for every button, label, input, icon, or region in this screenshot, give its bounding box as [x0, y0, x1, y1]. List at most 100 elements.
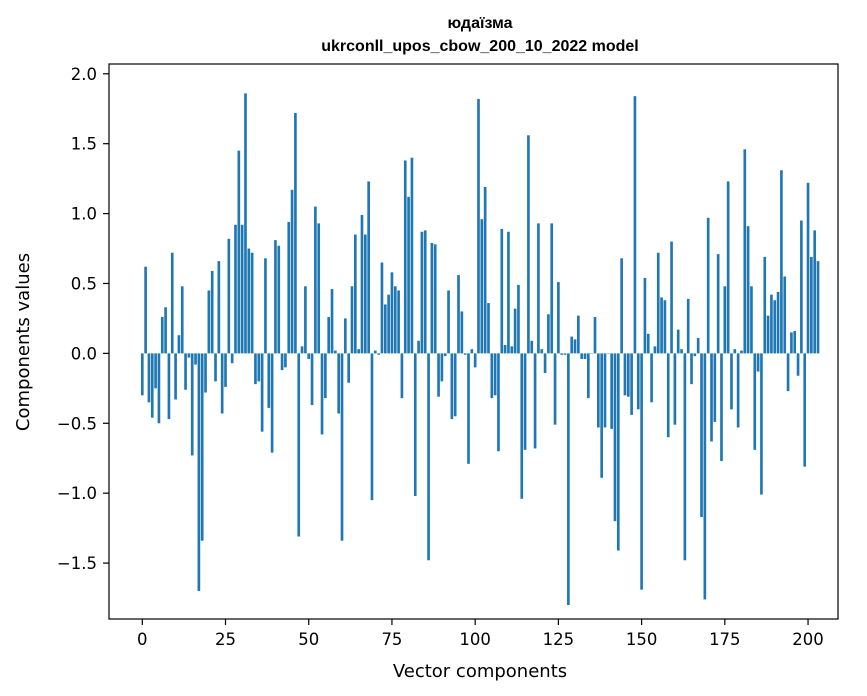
- bar: [620, 258, 623, 354]
- bar: [224, 353, 227, 387]
- bar: [773, 300, 777, 354]
- bar: [530, 340, 534, 354]
- bar: [693, 353, 697, 357]
- bar: [587, 353, 590, 399]
- bar: [517, 284, 520, 354]
- bar: [354, 234, 357, 354]
- x-tick-label: 50: [298, 630, 319, 649]
- bar: [184, 353, 187, 390]
- bar: [314, 206, 317, 354]
- bar: [616, 353, 620, 551]
- bar: [393, 286, 397, 354]
- bar: [600, 353, 603, 478]
- bar: [550, 223, 554, 354]
- bar: [410, 157, 414, 354]
- y-tick-label: 0.5: [71, 274, 97, 293]
- bar: [766, 315, 770, 354]
- bar: [683, 353, 687, 561]
- bar: [500, 228, 504, 354]
- bar: [793, 331, 797, 354]
- bar: [447, 290, 450, 354]
- bar: [640, 353, 643, 590]
- bar: [770, 294, 773, 354]
- bar: [274, 240, 277, 354]
- bar: [433, 244, 437, 354]
- bar: [626, 353, 630, 397]
- bar: [716, 254, 720, 354]
- bar: [154, 353, 157, 389]
- bar: [297, 353, 301, 537]
- bar: [813, 230, 817, 354]
- bar: [247, 248, 251, 354]
- bar: [490, 353, 494, 399]
- bar: [304, 286, 307, 354]
- bar: [387, 294, 390, 354]
- bar: [220, 353, 224, 414]
- bar: [267, 353, 271, 408]
- bar: [583, 353, 587, 359]
- bar: [696, 338, 700, 354]
- x-tick-label: 25: [215, 630, 236, 649]
- bar: [790, 332, 793, 354]
- bar: [816, 261, 820, 354]
- bar: [413, 353, 417, 496]
- bar: [244, 93, 247, 354]
- bar: [344, 318, 347, 354]
- bar: [460, 311, 464, 354]
- bar: [806, 182, 810, 354]
- bar: [240, 224, 244, 354]
- bar: [573, 339, 577, 354]
- bar: [440, 353, 444, 382]
- bar: [493, 353, 497, 396]
- bar: [553, 353, 557, 425]
- bar: [540, 349, 544, 354]
- bar: [690, 353, 693, 385]
- bar: [327, 317, 331, 354]
- bar: [234, 224, 237, 354]
- x-tick-label: 150: [626, 630, 658, 649]
- y-axis-ticks: −1.5 −1.0 −0.5 0.0 0.5 1.0 1.5 2.0: [57, 65, 109, 573]
- bar: [194, 353, 197, 365]
- bar: [334, 350, 337, 354]
- bar: [700, 353, 703, 517]
- bar: [723, 286, 727, 354]
- bar: [290, 189, 294, 354]
- bar: [174, 353, 177, 400]
- x-axis-label: Vector components: [393, 661, 567, 682]
- bar: [390, 272, 394, 354]
- bar: [317, 223, 321, 354]
- bar: [357, 349, 360, 354]
- bar: [650, 353, 653, 403]
- bar: [197, 353, 201, 592]
- bar: [417, 340, 420, 354]
- bar: [597, 353, 600, 428]
- bar: [653, 346, 657, 354]
- bar: [214, 353, 217, 382]
- x-tick-label: 125: [543, 630, 575, 649]
- bar: [510, 346, 514, 354]
- y-tick-label: 0.0: [71, 344, 97, 363]
- bar: [277, 245, 281, 354]
- bar: [284, 353, 287, 368]
- x-tick-label: 200: [792, 630, 824, 649]
- bar: [187, 353, 191, 358]
- bar: [646, 333, 650, 354]
- bar: [360, 214, 364, 354]
- bar: [160, 317, 164, 354]
- bar: [543, 353, 547, 373]
- bar: [157, 353, 161, 424]
- y-axis-label: Components values: [13, 253, 34, 431]
- bar: [164, 307, 167, 354]
- bar: [810, 256, 813, 354]
- bar: [467, 353, 470, 464]
- bar: [264, 258, 267, 354]
- bar: [373, 350, 377, 354]
- bar: [430, 242, 434, 354]
- bar: [533, 353, 537, 449]
- bar: [177, 335, 181, 354]
- bar: [703, 353, 707, 600]
- bars-group: [140, 93, 820, 606]
- bar: [663, 300, 667, 354]
